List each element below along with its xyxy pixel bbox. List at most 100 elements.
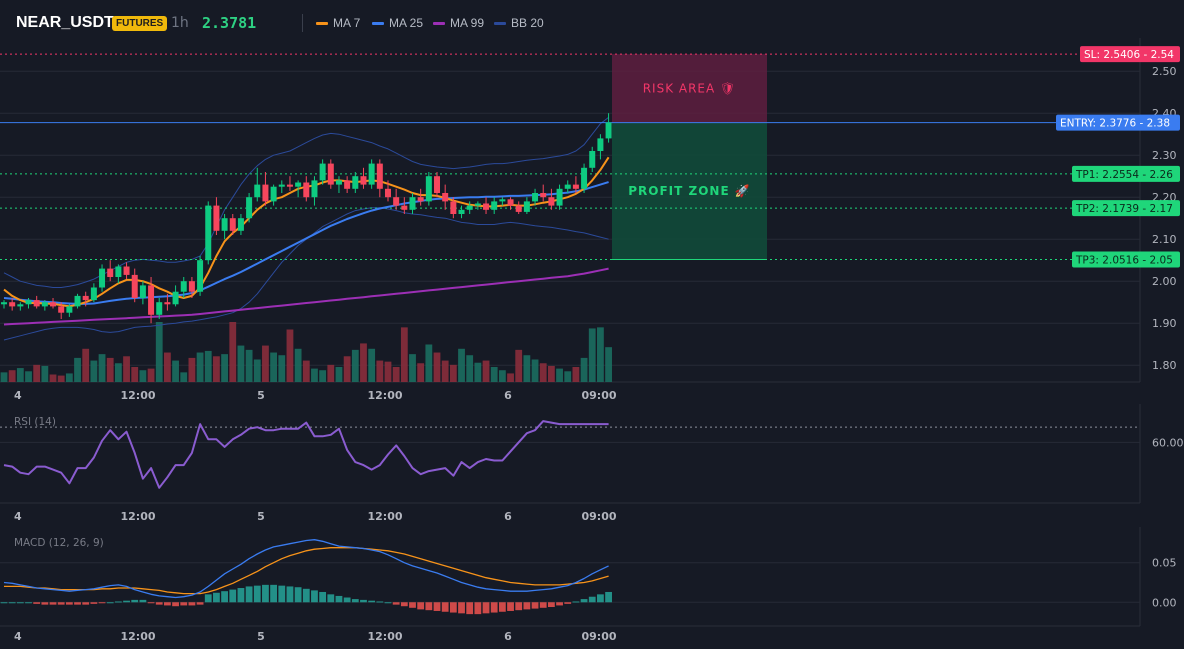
x-tick-label: 6 <box>504 510 512 523</box>
macd-histogram-bar <box>90 602 98 604</box>
candle-body <box>401 205 408 210</box>
bb20-swatch <box>494 22 506 26</box>
y-tick-label: 2.30 <box>1152 149 1177 162</box>
volume-bar <box>65 373 73 382</box>
volume-bar <box>556 368 563 382</box>
last-price: 2.3781 <box>202 14 257 32</box>
x-tick-label: 12:00 <box>120 630 155 643</box>
candle-body <box>123 266 130 275</box>
macd-histogram-bar <box>360 599 367 603</box>
macd-histogram-bar <box>213 592 220 603</box>
macd-histogram-bar <box>139 599 147 603</box>
tp1-tag-label: TP1: 2.2554 - 2.26 <box>1075 169 1173 181</box>
volume-bar <box>605 347 612 382</box>
macd-histogram-bar <box>270 584 278 603</box>
candle-body <box>33 300 40 307</box>
legend-ma7-label: MA 7 <box>333 16 361 30</box>
volume-bar <box>433 352 441 382</box>
tp2-tag <box>1072 200 1180 217</box>
candle-body <box>458 209 465 214</box>
volume-bar <box>588 328 596 382</box>
volume-bar <box>572 367 580 382</box>
candle-body <box>466 205 473 210</box>
volume-bar <box>245 349 253 382</box>
symbol-label[interactable]: NEAR_USDT <box>16 14 114 31</box>
volume-bar <box>490 367 498 382</box>
macd-histogram-bar <box>531 602 539 609</box>
macd-histogram-bar <box>441 602 449 612</box>
volume-bar <box>580 357 588 382</box>
macd-histogram-bar <box>417 602 425 610</box>
candle-body <box>425 176 432 202</box>
macd-histogram-bar <box>131 599 139 603</box>
macd-histogram-bar <box>98 602 106 604</box>
macd-histogram-bar <box>74 602 81 605</box>
candle-body <box>213 205 220 231</box>
macd-line <box>3 539 609 599</box>
ma99-swatch <box>433 22 445 26</box>
macd-histogram-bar <box>245 586 253 603</box>
macd-histogram-bar <box>564 602 572 604</box>
volume-bar <box>213 356 220 382</box>
macd-histogram-bar <box>311 590 318 603</box>
timeframe-label[interactable]: 1h <box>171 15 189 31</box>
rsi-pane[interactable]: 60.00 4 12:00 5 12:00 6 09:00 RSI (14) <box>0 404 1184 523</box>
sl-tag <box>1080 46 1180 63</box>
x-tick-label: 12:00 <box>367 630 402 643</box>
candle-body <box>507 199 514 206</box>
volume-bar <box>41 365 49 382</box>
volume-bar <box>221 354 228 382</box>
volume-bar <box>466 355 474 382</box>
x-tick-label: 6 <box>504 630 512 643</box>
candle-body <box>221 218 228 231</box>
volume-bar <box>515 349 523 382</box>
candle-body <box>254 184 261 198</box>
macd-histogram-bar <box>49 602 57 605</box>
x-tick-label: 5 <box>257 510 265 523</box>
candle-body <box>548 197 555 206</box>
volume-bar <box>409 354 416 382</box>
legend-ma7[interactable]: MA 7 <box>316 16 360 30</box>
candle-body <box>442 193 449 202</box>
macd-pane[interactable]: 0.05 0.00 4 12:00 5 12:00 6 09:00 MACD (12, 26, … <box>0 527 1177 643</box>
volume-bar <box>253 359 261 382</box>
macd-histogram-bar <box>114 601 122 603</box>
volume-bar <box>147 368 155 382</box>
candle-body <box>384 188 391 198</box>
profit-zone <box>612 122 767 260</box>
volume-bar <box>90 360 98 382</box>
candle-body <box>172 291 179 305</box>
macd-histogram-bar <box>286 586 294 603</box>
volume-bar <box>237 345 245 382</box>
volume-bar <box>498 370 506 382</box>
y-tick-label: 2.00 <box>1152 275 1177 288</box>
volume-bar <box>25 371 32 382</box>
macd-histogram-bar <box>425 602 433 611</box>
volume-bar <box>327 364 335 382</box>
y-tick-label: 1.80 <box>1152 359 1177 372</box>
legend-ma25[interactable]: MA 25 <box>372 16 423 30</box>
legend-bb20-label: BB 20 <box>511 16 544 30</box>
macd-histogram-bar <box>433 602 441 611</box>
price-pane[interactable]: 2.502.402.302.202.102.001.901.804 12:00 5 1… <box>0 38 1180 402</box>
legend-bb20[interactable]: BB 20 <box>494 16 544 30</box>
futures-badge: FUTURES <box>112 16 168 31</box>
macd-histogram-bar <box>8 602 16 604</box>
candle-body <box>581 167 588 189</box>
tp2-tag-label: TP2: 2.1739 - 2.17 <box>1075 203 1173 215</box>
macd-histogram-bar <box>204 594 212 603</box>
volume-bar <box>360 343 367 382</box>
volume-bar <box>8 370 16 382</box>
macd-histogram-bar <box>474 602 482 615</box>
volume-bar <box>49 374 57 382</box>
macd-histogram-bar <box>458 602 465 614</box>
candle-body <box>335 180 342 185</box>
candle-body <box>17 304 24 307</box>
x-tick-label: 12:00 <box>367 510 402 523</box>
candle-body <box>515 205 522 212</box>
x-tick-label: 09:00 <box>581 510 616 523</box>
x-tick-label: 12:00 <box>367 389 402 402</box>
legend-ma99[interactable]: MA 99 <box>433 16 484 30</box>
volume-bar <box>376 360 384 382</box>
